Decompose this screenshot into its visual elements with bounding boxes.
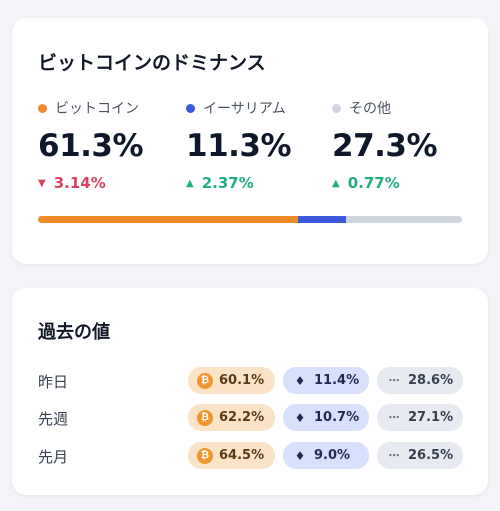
legend-label: イーサリアム [203, 101, 286, 117]
bitcoin-icon: ₿ [197, 447, 213, 464]
change-indicator: ▲ 2.37% [186, 174, 336, 192]
asset-other: その他 27.3% ▲ 0.77% [332, 98, 482, 192]
row-label: 先週 [38, 410, 69, 428]
legend-bitcoin: ビットコイン [38, 98, 188, 118]
eth-value: 9.0% [314, 448, 351, 463]
history-row: 先週 ₿ 62.2% ♦ 10.7% ⋯ 27.1% [38, 404, 463, 432]
ethereum-icon: ♦ [294, 373, 306, 388]
change-value: 3.14% [53, 174, 106, 192]
change-value: 0.77% [347, 174, 400, 192]
eth-pill: ♦ 11.4% [283, 367, 369, 394]
bar-segment-ethereum [298, 216, 347, 223]
other-pill: ⋯ 26.5% [377, 442, 463, 469]
ethereum-icon: ♦ [294, 448, 306, 463]
other-pill: ⋯ 28.6% [377, 367, 463, 394]
history-row: 先月 ₿ 64.5% ♦ 9.0% ⋯ 26.5% [38, 442, 463, 470]
ethereum-icon: ♦ [294, 410, 306, 425]
legend-label: その他 [349, 101, 391, 117]
dominance-value: 61.3% [38, 128, 144, 164]
dominance-value: 27.3% [332, 128, 438, 164]
history-title: 過去の値 [38, 322, 110, 343]
eth-pill: ♦ 9.0% [283, 442, 369, 469]
ethereum-dot-icon [186, 103, 195, 113]
ellipsis-icon: ⋯ [388, 449, 400, 462]
other-value: 26.5% [408, 448, 454, 463]
dominance-title: ビットコインのドミナンス [38, 52, 266, 74]
change-value: 2.37% [201, 174, 254, 192]
eth-pill: ♦ 10.7% [283, 404, 369, 431]
triangle-up-icon: ▲ [186, 177, 194, 189]
dominance-progress-bar [38, 216, 462, 223]
change-indicator: ▼ 3.14% [38, 174, 188, 192]
bitcoin-dot-icon [38, 103, 47, 113]
legend-other: その他 [332, 98, 482, 118]
row-label: 昨日 [38, 373, 69, 391]
history-row: 昨日 ₿ 60.1% ♦ 11.4% ⋯ 28.6% [38, 367, 463, 395]
change-indicator: ▲ 0.77% [332, 174, 482, 192]
other-value: 27.1% [408, 410, 454, 425]
bar-segment-other [346, 216, 462, 223]
history-card: 過去の値 昨日 ₿ 60.1% ♦ 11.4% ⋯ 28.6% 先週 ₿ 62.2% ♦… [12, 288, 488, 495]
other-dot-icon [332, 103, 341, 113]
btc-pill: ₿ 60.1% [188, 367, 275, 394]
other-pill: ⋯ 27.1% [377, 404, 463, 431]
asset-bitcoin: ビットコイン 61.3% ▼ 3.14% [38, 98, 188, 192]
ellipsis-icon: ⋯ [388, 374, 400, 387]
ellipsis-icon: ⋯ [388, 411, 400, 424]
eth-value: 11.4% [314, 373, 360, 388]
eth-value: 10.7% [314, 410, 360, 425]
btc-pill: ₿ 64.5% [188, 442, 275, 469]
bitcoin-icon: ₿ [197, 409, 213, 426]
triangle-up-icon: ▲ [332, 177, 340, 189]
triangle-down-icon: ▼ [38, 177, 46, 189]
legend-ethereum: イーサリアム [186, 98, 336, 118]
bitcoin-icon: ₿ [197, 372, 213, 389]
btc-value: 64.5% [219, 448, 265, 463]
dominance-card: ビットコインのドミナンス ビットコイン 61.3% ▼ 3.14% イーサリアム… [12, 18, 488, 264]
btc-value: 62.2% [219, 410, 265, 425]
asset-ethereum: イーサリアム 11.3% ▲ 2.37% [186, 98, 336, 192]
btc-pill: ₿ 62.2% [188, 404, 275, 431]
legend-label: ビットコイン [55, 101, 139, 117]
dominance-value: 11.3% [186, 128, 292, 164]
other-value: 28.6% [408, 373, 454, 388]
btc-value: 60.1% [219, 373, 265, 388]
bar-segment-bitcoin [38, 216, 299, 223]
row-label: 先月 [38, 448, 69, 466]
